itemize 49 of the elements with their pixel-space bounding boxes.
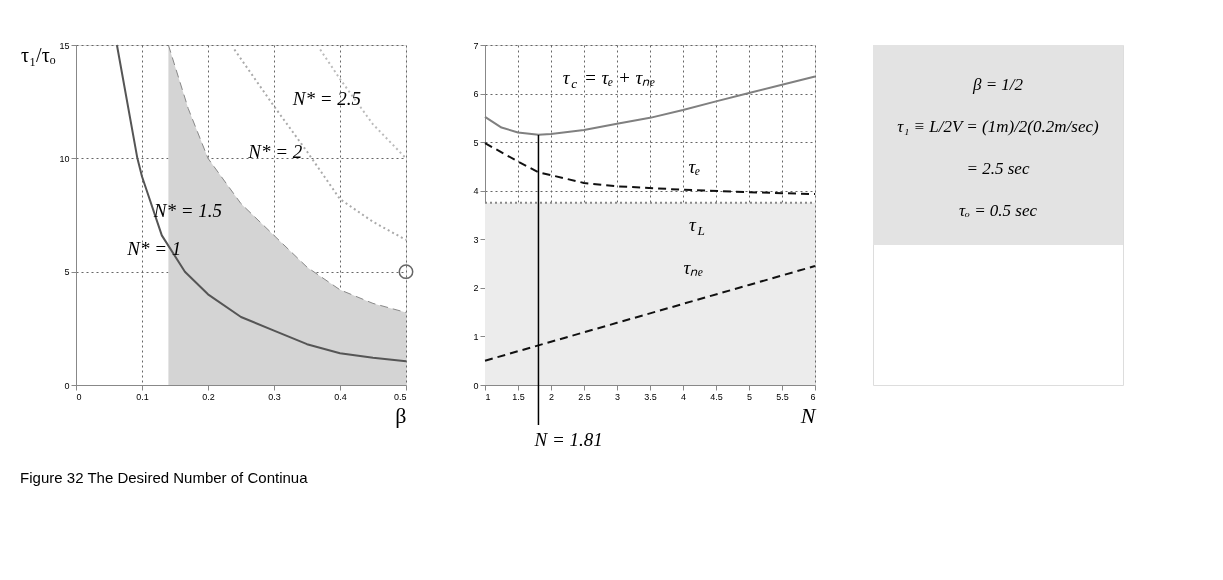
- x-tick-label: 3: [614, 391, 621, 402]
- x-tick-label: 2.5: [578, 391, 591, 402]
- y-tick-label: 0: [473, 380, 479, 391]
- x-tick-label: 5.5: [776, 391, 789, 402]
- x-tick-label: 1: [485, 391, 491, 402]
- series-label: N* = 1: [126, 238, 182, 260]
- line-series: [484, 265, 816, 362]
- x-tick-label: 0.3: [268, 391, 281, 402]
- series-label: N* = 1.5: [152, 199, 223, 221]
- y-tick-label: 3: [473, 234, 479, 245]
- x-tick-label: 0: [76, 391, 82, 402]
- series-label: N* = 2: [247, 140, 303, 162]
- series-label: τₑ: [688, 155, 701, 177]
- x-tick-label: 2: [548, 391, 555, 402]
- x-tick-label: 1.5: [512, 391, 525, 402]
- x-tick-label: 4: [680, 391, 687, 402]
- y-tick-label: 1: [473, 331, 479, 342]
- series-label: τₙₑ: [683, 257, 704, 279]
- line-series: [484, 142, 816, 196]
- text: Figure 32 The Desired Number of Continua: [20, 468, 309, 486]
- x-axis-title: N: [799, 402, 817, 428]
- y-tick-label: 2: [473, 283, 479, 294]
- line-series: [115, 44, 407, 363]
- y-axis-title: τ₁/τₒ: [21, 43, 56, 66]
- y-tick-label: 10: [59, 153, 70, 164]
- text: β = 1/2: [971, 75, 1024, 94]
- y-tick-label: 6: [473, 89, 479, 100]
- text: τ₁ ≡ L/2V = (1m)/2(0.2m/sec): [897, 117, 1099, 136]
- series-label: N* = 2.5: [291, 88, 362, 110]
- x-tick-label: 6: [810, 391, 816, 402]
- y-tick-label: 5: [64, 267, 70, 278]
- x-tick-label: 3.5: [644, 391, 657, 402]
- ref-line-label: N = 1.81: [533, 429, 603, 450]
- y-tick-label: 4: [473, 186, 479, 197]
- y-tick-label: 5: [473, 137, 479, 148]
- text: = 2.5 sec: [966, 159, 1030, 178]
- x-tick-label: 0.5: [393, 391, 407, 402]
- line-series: [233, 48, 407, 241]
- y-tick-label: 15: [59, 40, 70, 51]
- x-axis-title: β: [395, 402, 407, 428]
- x-tick-label: 0.2: [202, 391, 215, 402]
- line-series: [319, 48, 407, 160]
- x-tick-label: 0.4: [334, 391, 347, 402]
- x-tick-label: 5: [746, 391, 753, 402]
- x-tick-label: 4.5: [710, 391, 723, 402]
- text: τₒ = 0.5 sec: [958, 201, 1038, 220]
- x-tick-label: 0.1: [136, 391, 149, 402]
- y-tick-label: 0: [64, 380, 70, 391]
- y-tick-label: 7: [473, 40, 479, 51]
